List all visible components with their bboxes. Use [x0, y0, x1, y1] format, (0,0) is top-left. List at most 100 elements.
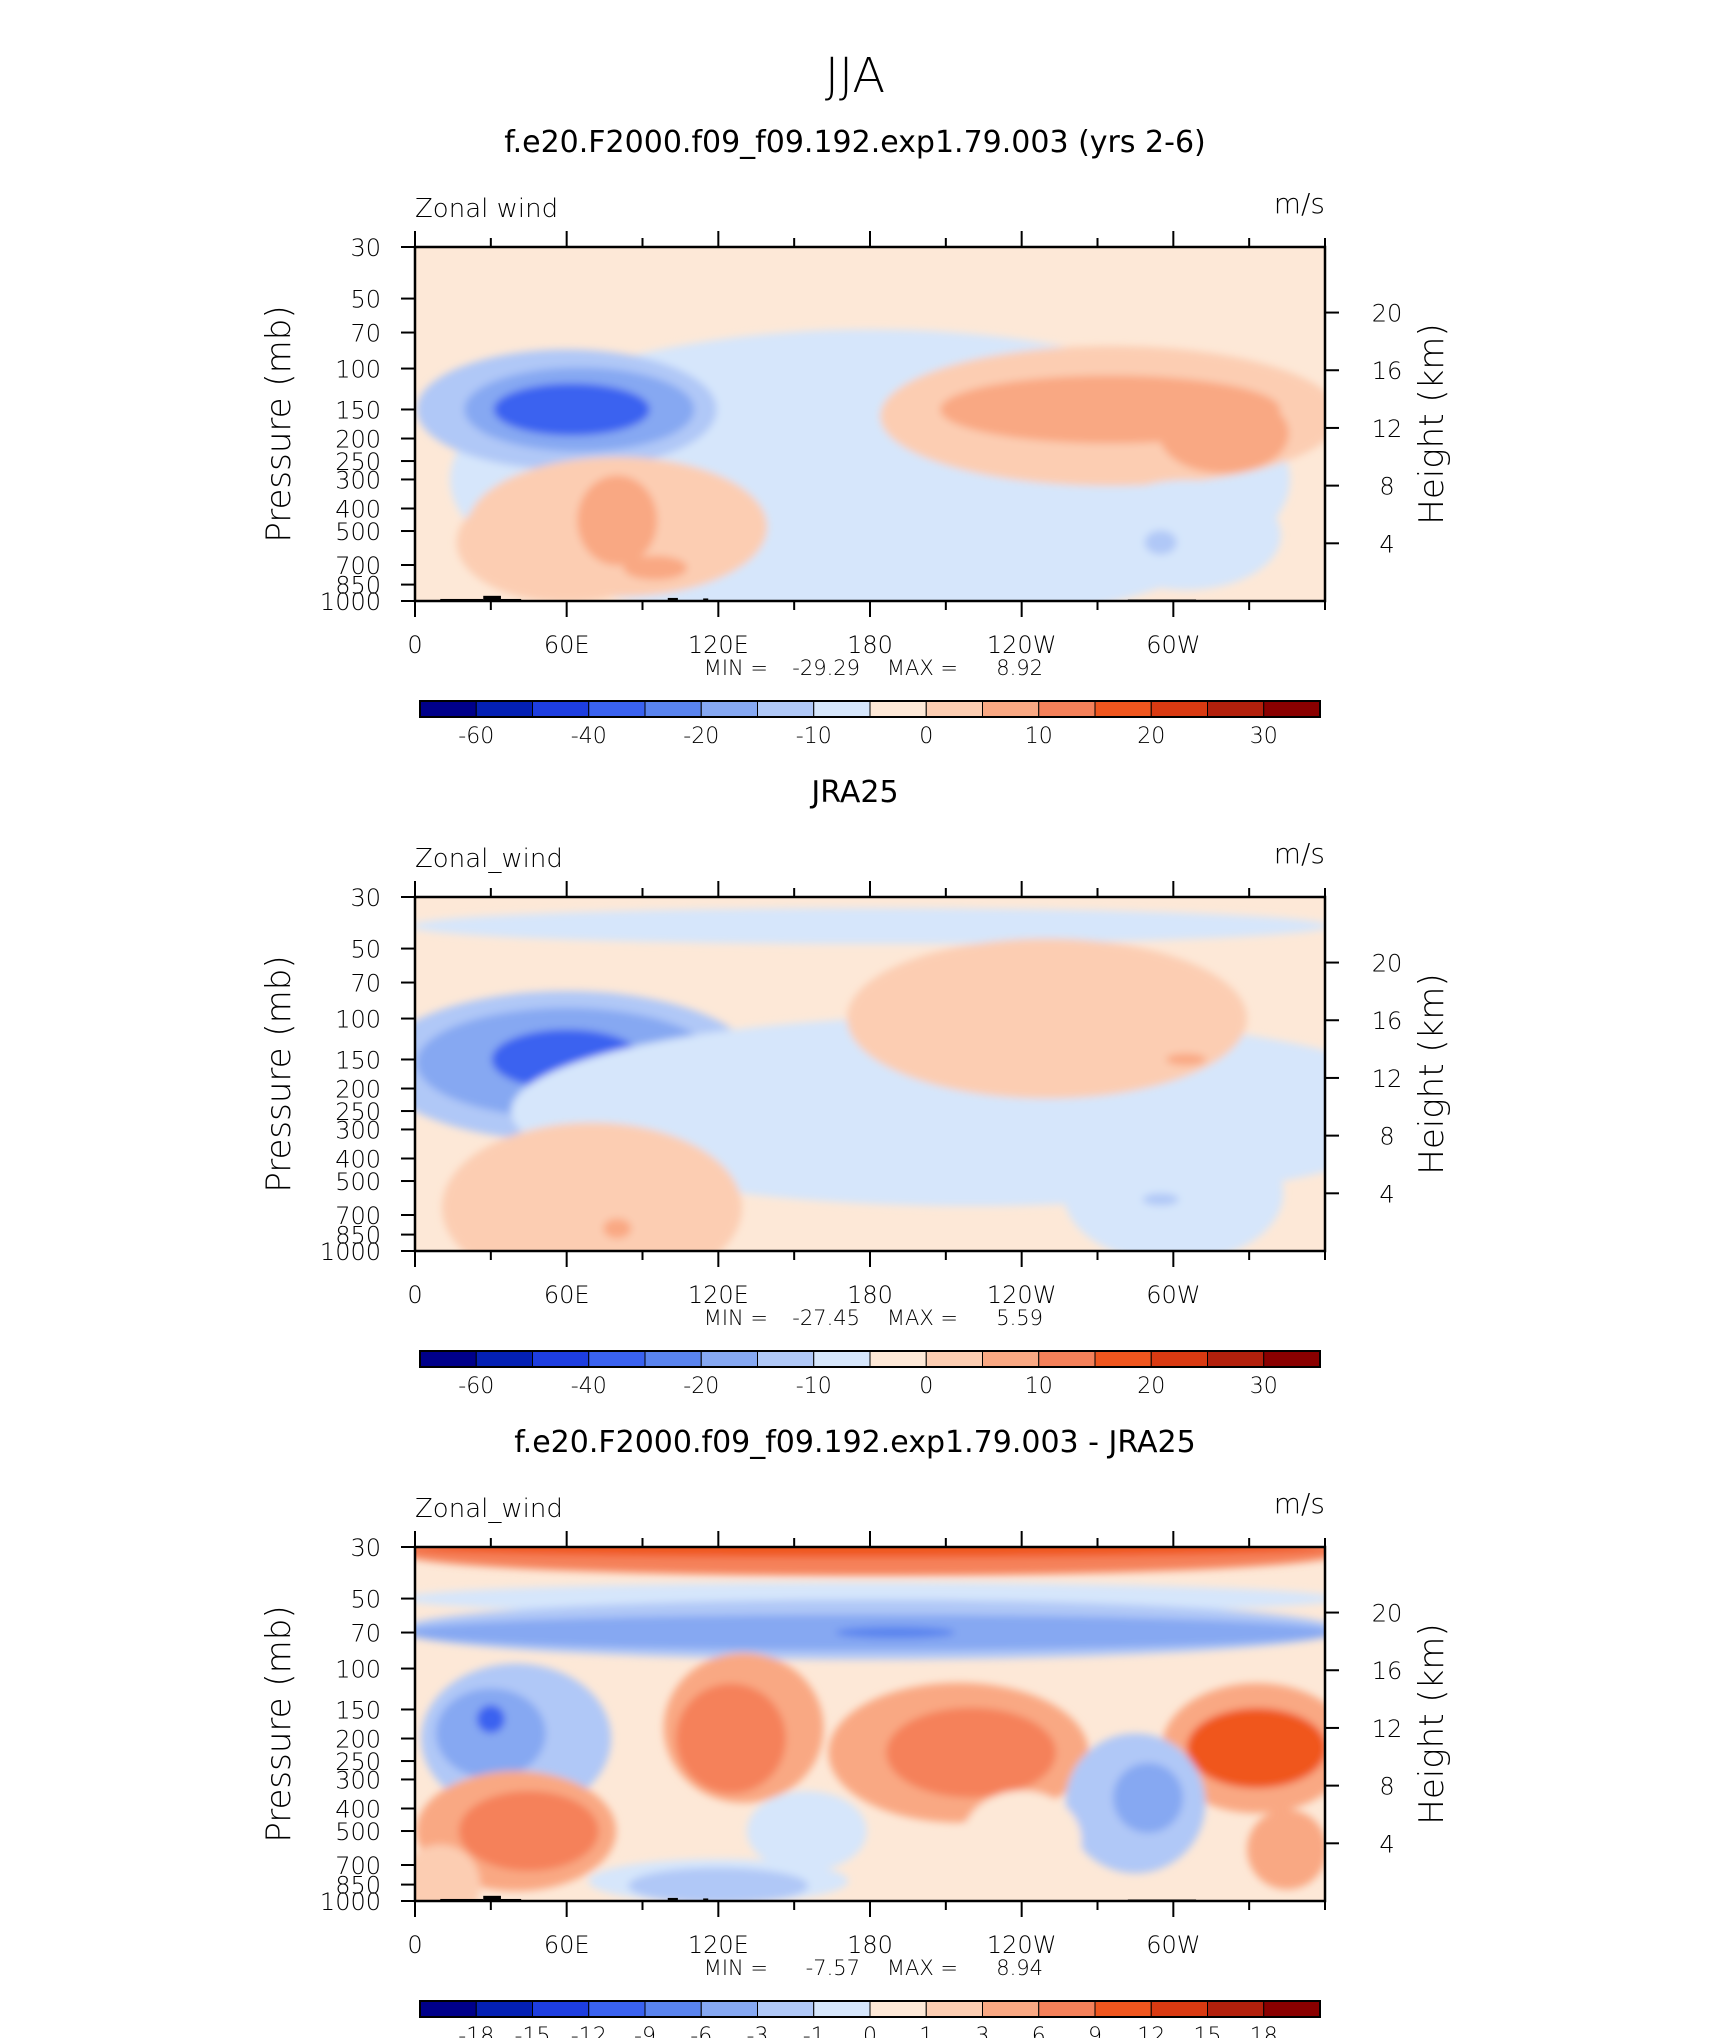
height-tick-label: 8 [1379, 473, 1394, 501]
colorbar-label: 0 [919, 724, 933, 749]
pressure-tick-label: 700 [335, 552, 381, 580]
panel-title: f.e20.F2000.f09_f09.192.exp1.79.003 (yrs… [504, 125, 1206, 160]
pressure-tick-label: 50 [350, 286, 381, 314]
colorbar-frame [419, 1350, 1321, 1368]
pressure-tick-label: 70 [350, 970, 381, 998]
colorbar-swatch [1263, 700, 1321, 718]
colorbar-label: -60 [458, 1374, 494, 1399]
pressure-tick-label: 400 [335, 495, 381, 523]
panel-2: JRA25 Zonal_wind m/s 0 60E 120E 180 120W 60W 30 50… [259, 775, 1452, 1399]
max-label: MAX = [887, 1956, 958, 1980]
height-tick-label: 8 [1379, 1123, 1394, 1151]
height-axis-label: Height (km) [1412, 323, 1452, 524]
colorbar-swatch [700, 1350, 758, 1368]
colorbar-frame [419, 2000, 1321, 2018]
pressure-tick-label: 150 [335, 396, 381, 424]
topography [483, 1895, 501, 1901]
contour-region [415, 1547, 1325, 1557]
colorbar-label: 1 [919, 2024, 933, 2038]
pressure-tick-label: 700 [335, 1202, 381, 1230]
contour-region [1186, 1708, 1325, 1789]
x-tick-label: 60E [544, 1931, 590, 1959]
pressure-axis-label: Pressure (mb) [259, 955, 299, 1192]
x-tick-label: 0 [407, 1281, 422, 1309]
colorbar-label: 15 [1194, 2024, 1222, 2038]
pressure-tick-label: 500 [335, 1818, 381, 1846]
figure-title: JJA [825, 48, 885, 104]
contour-region [1063, 1122, 1284, 1251]
colorbar-swatch [1150, 700, 1208, 718]
colorbar-label: 3 [976, 2024, 990, 2038]
colorbar-swatch [982, 2000, 1040, 2018]
pressure-tick-label: 250 [335, 448, 381, 476]
height-tick-label: 16 [1372, 357, 1403, 385]
colorbar-label: 6 [1032, 2024, 1046, 2038]
pressure-tick-label: 500 [335, 1168, 381, 1196]
max-value: 5.59 [996, 1306, 1043, 1330]
pressure-tick-label: 150 [335, 1046, 381, 1074]
x-tick-label: 120W [987, 1931, 1057, 1959]
contour-region [1144, 530, 1177, 555]
min-label: MIN = [704, 656, 768, 680]
pressure-tick-label: 100 [335, 356, 381, 384]
colorbar-label: 0 [863, 2024, 877, 2038]
height-axis-label: Height (km) [1412, 973, 1452, 1174]
x-tick-label: 0 [407, 631, 422, 659]
pressure-tick-label: 50 [350, 936, 381, 964]
contour-region [623, 555, 688, 580]
colorbar-label: 20 [1137, 724, 1165, 749]
height-tick-label: 4 [1379, 530, 1394, 558]
x-tick-label: 120E [688, 1281, 749, 1309]
colorbar-swatch [813, 2000, 871, 2018]
pressure-tick-label: 300 [335, 466, 381, 494]
colorbar-swatch [757, 2000, 815, 2018]
colorbar-swatch [588, 700, 646, 718]
height-tick-label: 12 [1372, 1065, 1403, 1093]
pressure-tick-label: 300 [335, 1116, 381, 1144]
pressure-tick-label: 100 [335, 1006, 381, 1034]
contour-region [603, 1218, 632, 1239]
pressure-tick-label: 30 [350, 234, 381, 262]
colorbar-label: 18 [1250, 2024, 1278, 2038]
max-value: 8.94 [996, 1956, 1043, 1980]
colorbar-swatch [813, 1350, 871, 1368]
colorbar-swatch [419, 700, 477, 718]
colorbar-label: -40 [571, 724, 607, 749]
variable-label: Zonal wind [415, 194, 558, 224]
colorbar-label: 9 [1088, 2024, 1102, 2038]
colorbar-label: 12 [1137, 2024, 1165, 2038]
colorbar-swatch [419, 1350, 477, 1368]
colorbar-swatch [1038, 700, 1096, 718]
colorbar-label: -3 [747, 2024, 769, 2038]
colorbar-swatch [1094, 700, 1152, 718]
min-value: -7.57 [806, 1956, 860, 1980]
colorbar-swatch [1207, 700, 1265, 718]
colorbar-swatch [1150, 2000, 1208, 2018]
colorbar-label: -20 [683, 1374, 719, 1399]
colorbar-swatch [1207, 2000, 1265, 2018]
topography [703, 598, 709, 601]
colorbar-swatch [982, 700, 1040, 718]
contour-region [1247, 1809, 1325, 1890]
pressure-tick-label: 850 [335, 1872, 381, 1900]
colorbar-swatch [757, 1350, 815, 1368]
plot-area [415, 1547, 1325, 1901]
max-value: 8.92 [996, 656, 1043, 680]
x-tick-label: 180 [847, 1931, 893, 1959]
variable-label: Zonal_wind [415, 1494, 563, 1524]
x-tick-label: 60E [544, 631, 590, 659]
colorbar-swatch [1263, 2000, 1321, 2018]
colorbar-label: -40 [571, 1374, 607, 1399]
height-tick-label: 4 [1379, 1830, 1394, 1858]
contour-region [435, 1688, 546, 1779]
height-tick-label: 12 [1372, 415, 1403, 443]
contour-region [846, 938, 1247, 1099]
colorbar-swatch [588, 1350, 646, 1368]
x-tick-label: 60W [1146, 1931, 1200, 1959]
height-tick-label: 20 [1372, 950, 1403, 978]
pressure-tick-label: 30 [350, 1534, 381, 1562]
contour-region [1158, 393, 1289, 474]
x-tick-label: 120E [688, 1931, 749, 1959]
pressure-tick-label: 400 [335, 1795, 381, 1823]
